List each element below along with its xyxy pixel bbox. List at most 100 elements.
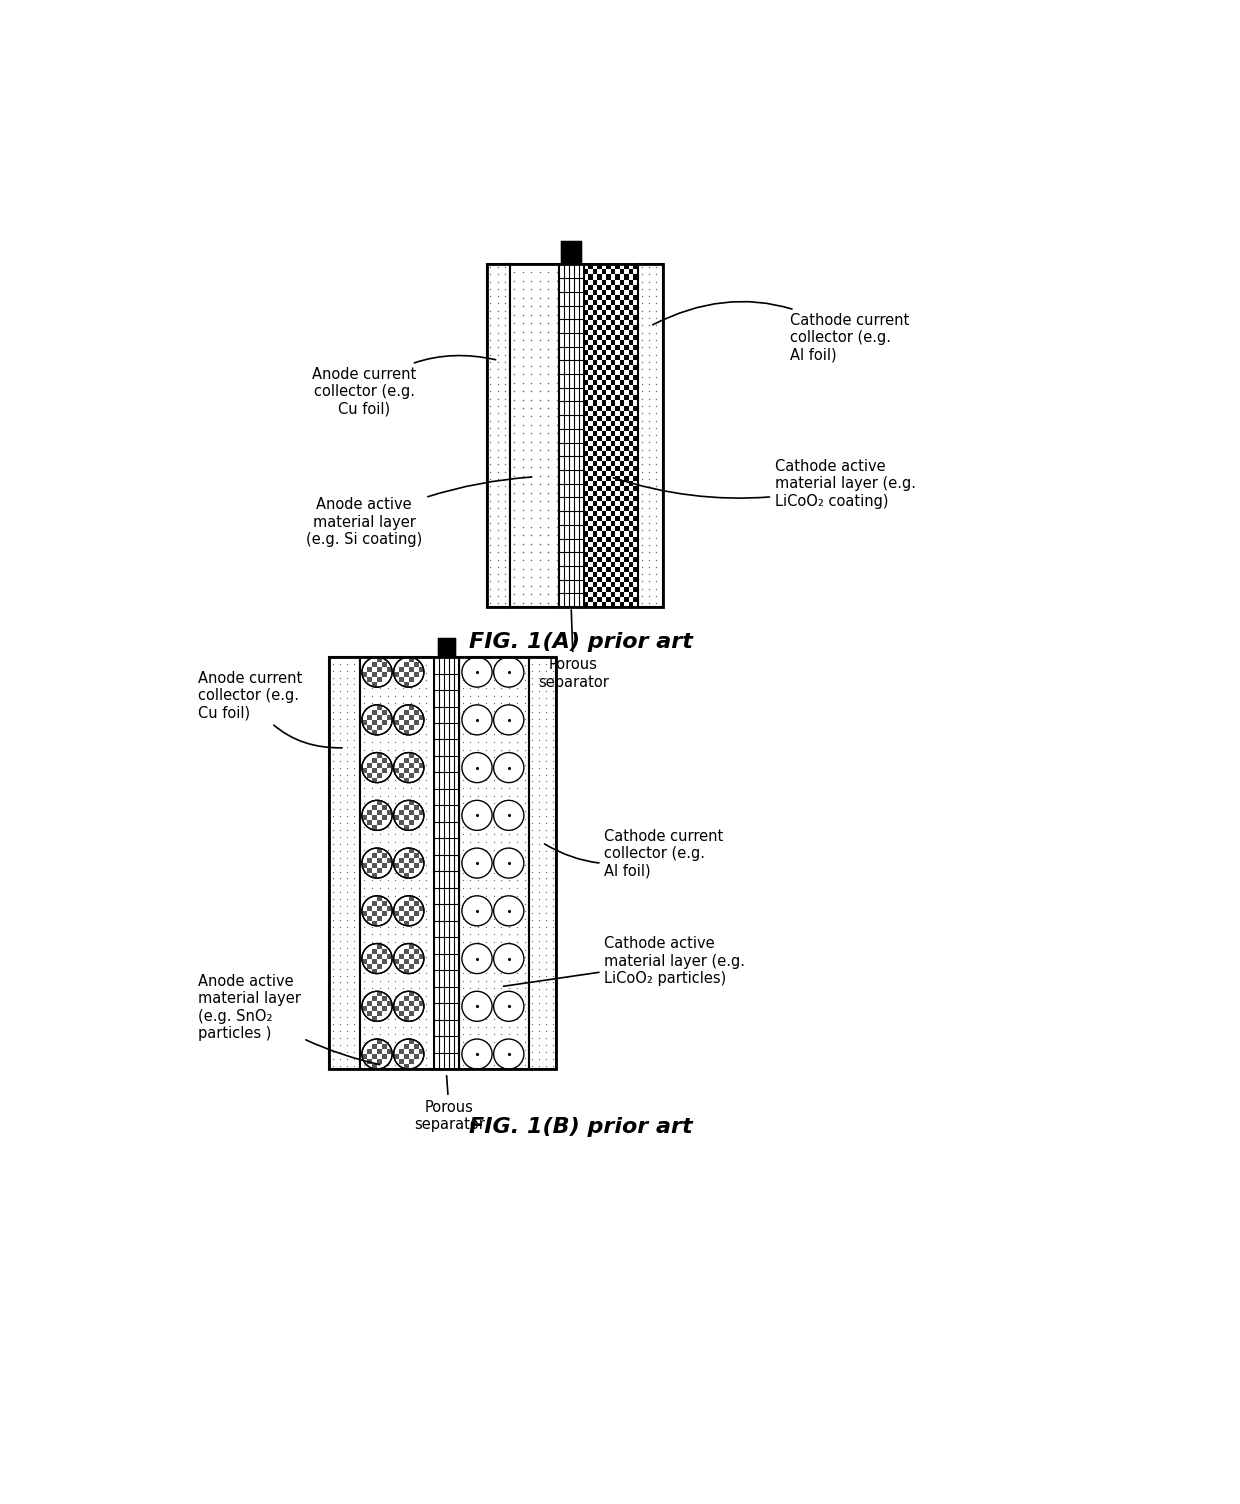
Bar (584, 329, 588, 335)
Bar (367, 677, 372, 683)
Bar (377, 752, 382, 758)
Bar (634, 477, 637, 481)
Circle shape (362, 943, 392, 973)
Bar (593, 501, 598, 507)
Bar (562, 241, 580, 265)
Bar (615, 578, 620, 582)
Bar (634, 546, 637, 552)
Bar (584, 582, 588, 587)
Bar (634, 335, 637, 340)
Circle shape (461, 800, 492, 830)
Bar (362, 767, 367, 773)
Bar (409, 752, 414, 758)
Circle shape (362, 705, 392, 735)
Bar (362, 1054, 367, 1059)
Bar (588, 275, 593, 280)
Bar (601, 593, 606, 597)
Bar (624, 426, 629, 430)
Bar (588, 314, 593, 320)
Bar (367, 1002, 372, 1006)
Bar (362, 1006, 367, 1011)
Bar (620, 381, 624, 385)
Bar (399, 820, 404, 826)
Bar (601, 421, 606, 426)
Bar (377, 991, 382, 996)
Text: FIG. 1(B) prior art: FIG. 1(B) prior art (470, 1117, 693, 1137)
Bar (601, 561, 606, 567)
Bar (584, 522, 588, 526)
Bar (624, 567, 629, 572)
Bar (624, 344, 629, 350)
Bar (409, 705, 414, 710)
Bar (598, 295, 601, 299)
Bar (584, 310, 588, 314)
Bar (624, 507, 629, 511)
Bar (601, 340, 606, 344)
Circle shape (362, 752, 392, 782)
Bar (372, 1006, 377, 1011)
Bar (362, 911, 367, 916)
Bar (393, 815, 399, 820)
Text: FIG. 1(A) prior art: FIG. 1(A) prior art (469, 632, 693, 651)
Bar (634, 406, 637, 411)
Bar (414, 1054, 419, 1059)
Bar (598, 486, 601, 492)
Bar (629, 381, 634, 385)
Bar (624, 385, 629, 391)
Bar (601, 400, 606, 406)
Bar (593, 400, 598, 406)
Bar (615, 275, 620, 280)
Bar (372, 826, 377, 830)
Bar (584, 280, 588, 284)
Bar (611, 280, 615, 284)
Circle shape (393, 1039, 424, 1069)
Bar (377, 677, 382, 683)
Text: Cathode current
collector (e.g.
Al foil): Cathode current collector (e.g. Al foil) (544, 829, 724, 878)
Bar (593, 541, 598, 546)
Bar (419, 905, 424, 911)
Circle shape (393, 752, 424, 782)
Bar (387, 668, 392, 672)
Bar (629, 572, 634, 578)
Bar (611, 541, 615, 546)
Bar (377, 714, 382, 720)
Bar (598, 355, 601, 359)
Text: Anode current
collector (e.g.
Cu foil): Anode current collector (e.g. Cu foil) (312, 355, 496, 417)
Bar (624, 486, 629, 492)
Bar (598, 325, 601, 329)
Bar (382, 767, 387, 773)
Bar (634, 578, 637, 582)
Bar (377, 859, 382, 863)
Bar (584, 381, 588, 385)
Bar (393, 911, 399, 916)
Bar (584, 400, 588, 406)
Circle shape (461, 657, 492, 687)
Bar (434, 657, 459, 1069)
Bar (634, 496, 637, 501)
Bar (624, 295, 629, 299)
Bar (601, 411, 606, 415)
Bar (584, 269, 588, 275)
Bar (414, 853, 419, 859)
Bar (593, 492, 598, 496)
Bar (598, 314, 601, 320)
Bar (404, 767, 409, 773)
Bar (634, 537, 637, 541)
Bar (624, 284, 629, 290)
Bar (588, 578, 593, 582)
Bar (624, 578, 629, 582)
Bar (615, 365, 620, 370)
Bar (409, 991, 414, 996)
Bar (367, 905, 372, 911)
Text: Anode current
collector (e.g.
Cu foil): Anode current collector (e.g. Cu foil) (197, 671, 342, 747)
Bar (606, 385, 611, 391)
Bar (510, 265, 559, 608)
Bar (606, 426, 611, 430)
Bar (611, 359, 615, 365)
Bar (601, 572, 606, 578)
Bar (629, 340, 634, 344)
Bar (598, 396, 601, 400)
Bar (629, 359, 634, 365)
Bar (414, 901, 419, 905)
Bar (584, 511, 588, 516)
